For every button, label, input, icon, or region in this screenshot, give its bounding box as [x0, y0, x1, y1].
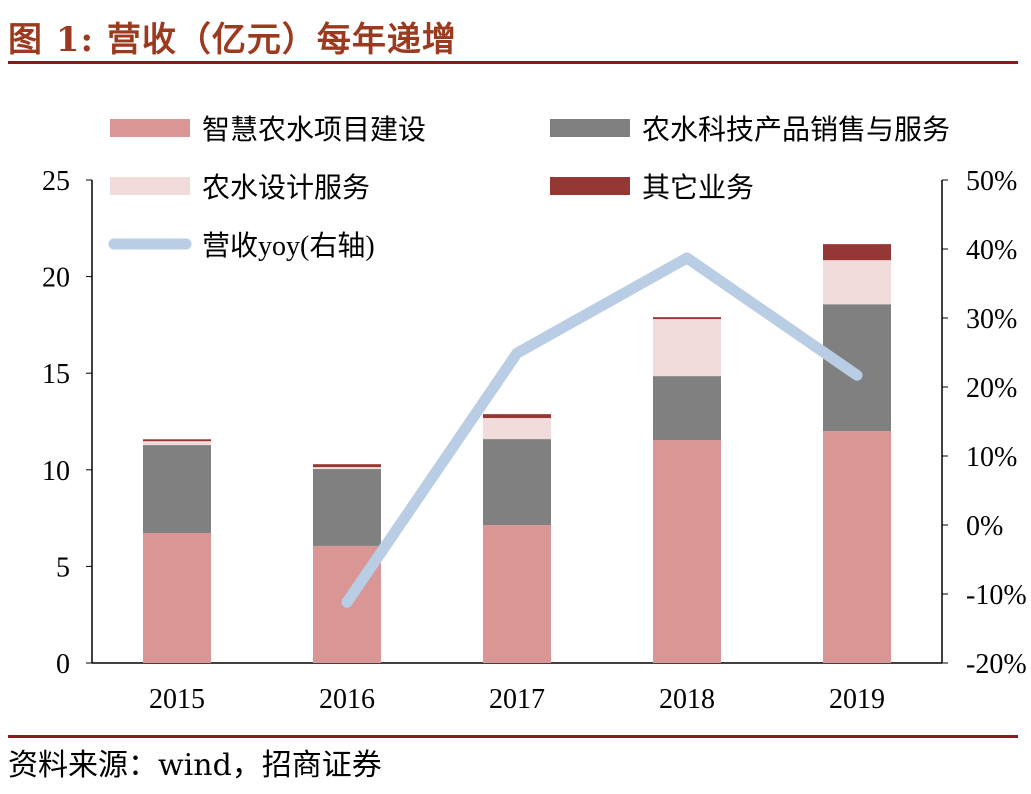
bar-segment — [653, 317, 721, 320]
legend-swatch — [110, 177, 190, 195]
right-tick-label: 10% — [966, 442, 1017, 473]
left-tick-label: 25 — [42, 166, 70, 197]
right-tick-label: 0% — [966, 511, 1003, 542]
yoy-line — [341, 252, 863, 608]
legend-label: 农水设计服务 — [202, 172, 370, 204]
left-tick-label: 5 — [56, 552, 70, 583]
right-tick-label: -20% — [966, 649, 1027, 680]
bar-segment — [653, 376, 721, 441]
left-tick-label: 10 — [42, 456, 70, 487]
bar-segment — [823, 431, 891, 663]
bar-segment — [823, 244, 891, 261]
x-tick-label: 2019 — [829, 684, 885, 715]
right-tick-label: 30% — [966, 304, 1017, 335]
right-tick-label: 40% — [966, 235, 1017, 266]
bar-segment — [653, 319, 721, 377]
bar-segment — [483, 439, 551, 526]
source-rule — [8, 735, 1018, 738]
left-tick-label: 20 — [42, 263, 70, 294]
bar-segment — [313, 464, 381, 468]
x-tick-label: 2016 — [319, 684, 375, 715]
x-tick-label: 2018 — [659, 684, 715, 715]
legend-swatch — [110, 119, 190, 137]
legend-swatch — [550, 119, 630, 137]
bar-segment — [653, 440, 721, 663]
x-tick-label: 2017 — [489, 684, 545, 715]
bar-segment — [143, 445, 211, 533]
legend-label: 营收yoy(右轴) — [202, 230, 375, 262]
right-tick-label: -10% — [966, 580, 1027, 611]
bar-segment — [143, 441, 211, 446]
left-tick-label: 15 — [42, 359, 70, 390]
title-rule — [8, 61, 1018, 64]
left-tick-label: 0 — [56, 649, 70, 680]
legend-label: 智慧农水项目建设 — [202, 114, 426, 146]
legend-swatch — [550, 177, 630, 195]
bar-segment — [823, 260, 891, 305]
x-tick-label: 2015 — [149, 684, 205, 715]
bar-segment — [143, 439, 211, 442]
right-tick-label: 20% — [966, 373, 1017, 404]
source-note: 资料来源：wind，招商证券 — [8, 748, 382, 783]
bar-segment — [143, 532, 211, 663]
figure-title: 图 1: 营收（亿元）每年递增 — [8, 20, 457, 60]
legend-label: 农水科技产品销售与服务 — [642, 114, 950, 146]
bar-segment — [483, 414, 551, 419]
legend-label: 其它业务 — [642, 172, 754, 204]
bar-segment — [483, 525, 551, 663]
bar-segment — [313, 469, 381, 546]
bar-segment — [823, 304, 891, 432]
right-tick-label: 50% — [966, 166, 1017, 197]
bar-segment — [313, 467, 381, 470]
bar-segment — [483, 418, 551, 440]
